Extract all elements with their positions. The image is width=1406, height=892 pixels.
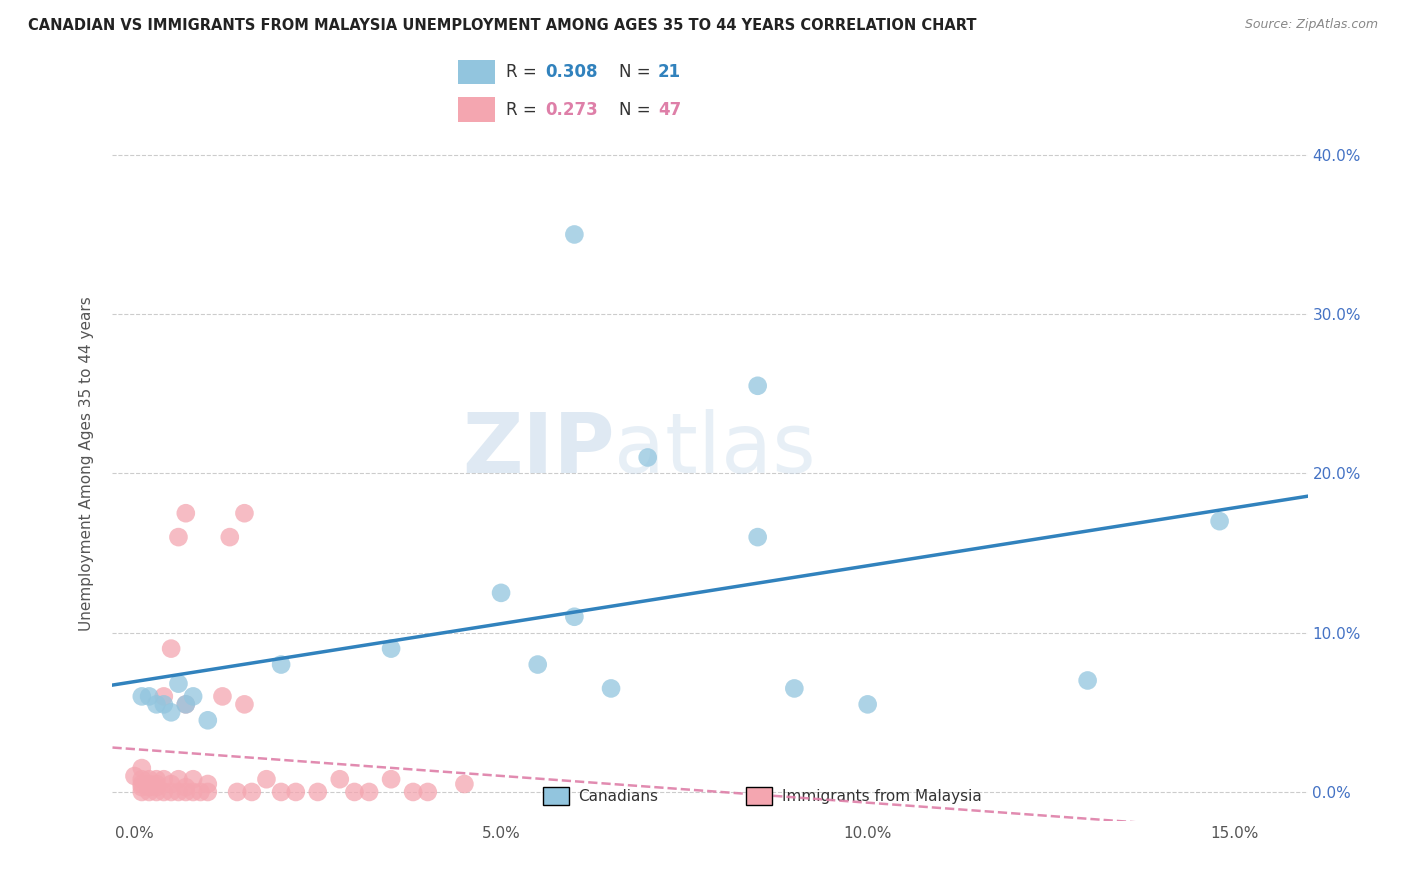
Text: 0.308: 0.308	[546, 62, 598, 80]
Point	[747, 530, 769, 544]
Point	[145, 698, 167, 712]
Point	[131, 761, 153, 775]
Point	[240, 785, 263, 799]
Point	[167, 772, 190, 787]
Point	[145, 772, 167, 787]
Text: Immigrants from Malaysia: Immigrants from Malaysia	[782, 789, 981, 804]
Point	[160, 641, 183, 656]
Point	[160, 777, 183, 791]
Point	[145, 785, 167, 799]
Point	[600, 681, 623, 696]
Point	[564, 609, 586, 624]
FancyBboxPatch shape	[543, 787, 569, 805]
FancyBboxPatch shape	[458, 97, 495, 122]
Point	[174, 506, 197, 520]
Point	[131, 780, 153, 795]
Point	[233, 506, 256, 520]
Point	[359, 785, 381, 799]
Point	[783, 681, 806, 696]
Point	[131, 690, 153, 704]
Point	[226, 785, 249, 799]
Point	[131, 772, 153, 787]
Point	[564, 227, 586, 242]
Point	[138, 777, 160, 791]
Text: atlas: atlas	[614, 409, 815, 490]
FancyBboxPatch shape	[747, 787, 772, 805]
Point	[329, 772, 352, 787]
Point	[167, 530, 190, 544]
FancyBboxPatch shape	[458, 60, 495, 84]
Point	[181, 772, 204, 787]
Text: 47: 47	[658, 101, 682, 119]
Point	[270, 657, 292, 672]
Point	[284, 785, 307, 799]
Point	[153, 772, 176, 787]
Text: Source: ZipAtlas.com: Source: ZipAtlas.com	[1244, 18, 1378, 31]
Point	[637, 450, 659, 465]
Text: CANADIAN VS IMMIGRANTS FROM MALAYSIA UNEMPLOYMENT AMONG AGES 35 TO 44 YEARS CORR: CANADIAN VS IMMIGRANTS FROM MALAYSIA UNE…	[28, 18, 977, 33]
Point	[307, 785, 329, 799]
Point	[138, 772, 160, 787]
Point	[153, 690, 176, 704]
Point	[181, 785, 204, 799]
Text: ZIP: ZIP	[463, 409, 614, 490]
Point	[153, 698, 176, 712]
Point	[131, 777, 153, 791]
Point	[489, 586, 512, 600]
Point	[197, 714, 219, 728]
Point	[153, 785, 176, 799]
Text: N =: N =	[619, 62, 655, 80]
Text: Canadians: Canadians	[579, 789, 658, 804]
Point	[747, 378, 769, 392]
Point	[343, 785, 366, 799]
Point	[380, 641, 402, 656]
Point	[416, 785, 439, 799]
Point	[124, 769, 146, 783]
Point	[190, 785, 212, 799]
Point	[167, 785, 190, 799]
Point	[380, 772, 402, 787]
Point	[181, 690, 204, 704]
Point	[256, 772, 278, 787]
Point	[211, 690, 233, 704]
Text: 21: 21	[658, 62, 681, 80]
Point	[174, 698, 197, 712]
Point	[270, 785, 292, 799]
Text: R =: R =	[506, 101, 543, 119]
Text: R =: R =	[506, 62, 543, 80]
Point	[174, 785, 197, 799]
Point	[160, 706, 183, 720]
Text: 0.273: 0.273	[546, 101, 599, 119]
Point	[138, 690, 160, 704]
Point	[145, 777, 167, 791]
Point	[453, 777, 475, 791]
Point	[856, 698, 879, 712]
Point	[167, 676, 190, 690]
Point	[218, 530, 240, 544]
Point	[233, 698, 256, 712]
Point	[526, 657, 548, 672]
Point	[138, 785, 160, 799]
Point	[197, 777, 219, 791]
Point	[402, 785, 425, 799]
Point	[145, 780, 167, 795]
Text: N =: N =	[619, 101, 655, 119]
Point	[197, 785, 219, 799]
Point	[138, 780, 160, 795]
Point	[174, 780, 197, 795]
Point	[131, 785, 153, 799]
Y-axis label: Unemployment Among Ages 35 to 44 years: Unemployment Among Ages 35 to 44 years	[79, 296, 94, 632]
Point	[174, 698, 197, 712]
Point	[1077, 673, 1099, 688]
Point	[160, 785, 183, 799]
Point	[1208, 514, 1230, 528]
